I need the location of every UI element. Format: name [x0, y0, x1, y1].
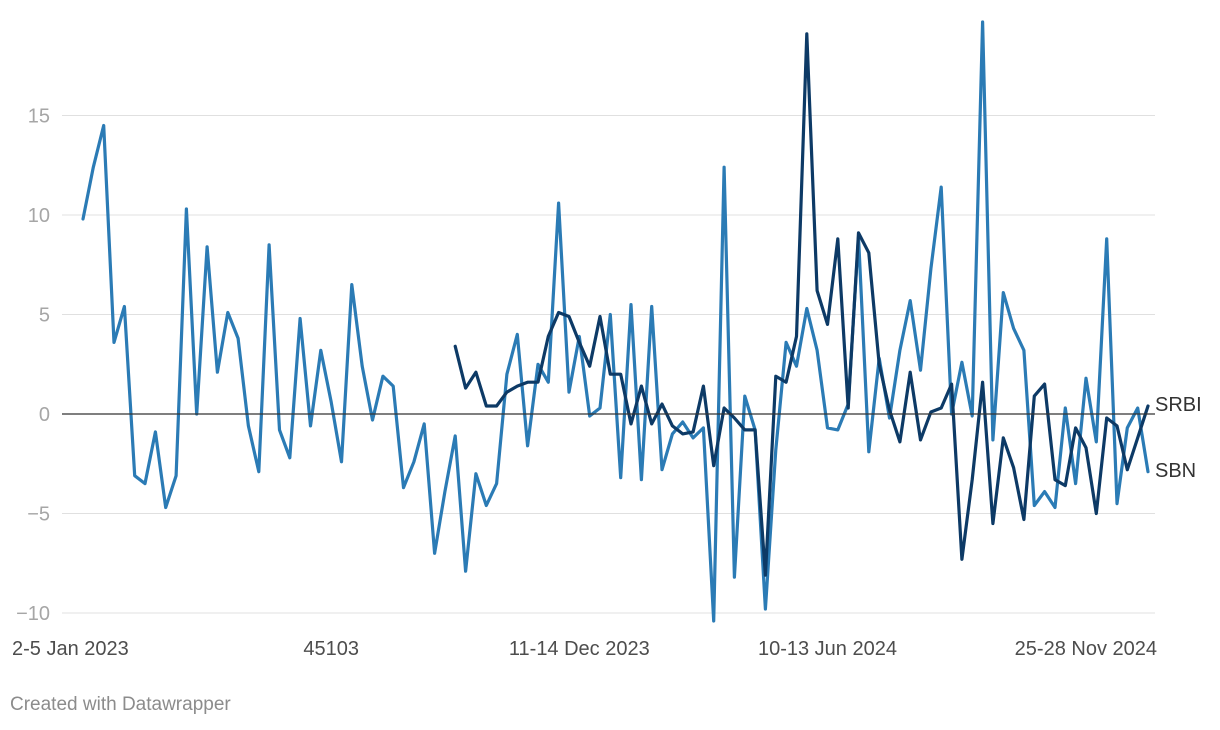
- x-tick-label: 45103: [303, 638, 359, 660]
- y-tick-label: −5: [27, 504, 50, 526]
- y-axis-tick-labels: −10 −5 0 5 10 15: [16, 106, 50, 626]
- x-tick-label: 25-28 Nov 2024: [1015, 638, 1157, 660]
- y-tick-label: 5: [39, 305, 50, 327]
- series-line-sbn: [81, 20, 1150, 623]
- footer-credit: Created with Datawrapper: [10, 694, 231, 715]
- series-end-label-sbn: SBN: [1155, 460, 1196, 482]
- series-line-srbi: [453, 32, 1150, 577]
- series-end-labels: SBN SRBI: [1155, 394, 1202, 482]
- y-tick-label: 10: [28, 205, 50, 227]
- x-tick-label: 11-14 Dec 2023: [509, 638, 650, 660]
- y-tick-label: 0: [39, 404, 50, 426]
- series-lines: [62, 20, 1155, 623]
- line-chart: −10 −5 0 5 10 15 2-5 Jan 2023 45103 11-14 Dec 2…: [12, 20, 1202, 660]
- y-tick-label: −10: [16, 603, 50, 625]
- gridlines: [62, 115, 1155, 614]
- y-tick-label: 15: [28, 106, 50, 128]
- x-axis-tick-labels: 2-5 Jan 2023 45103 11-14 Dec 2023 10-13 Jun…: [12, 638, 1157, 660]
- series-end-label-srbi: SRBI: [1155, 394, 1202, 416]
- x-tick-label: 10-13 Jun 2024: [758, 638, 897, 660]
- x-tick-label: 2-5 Jan 2023: [12, 638, 129, 660]
